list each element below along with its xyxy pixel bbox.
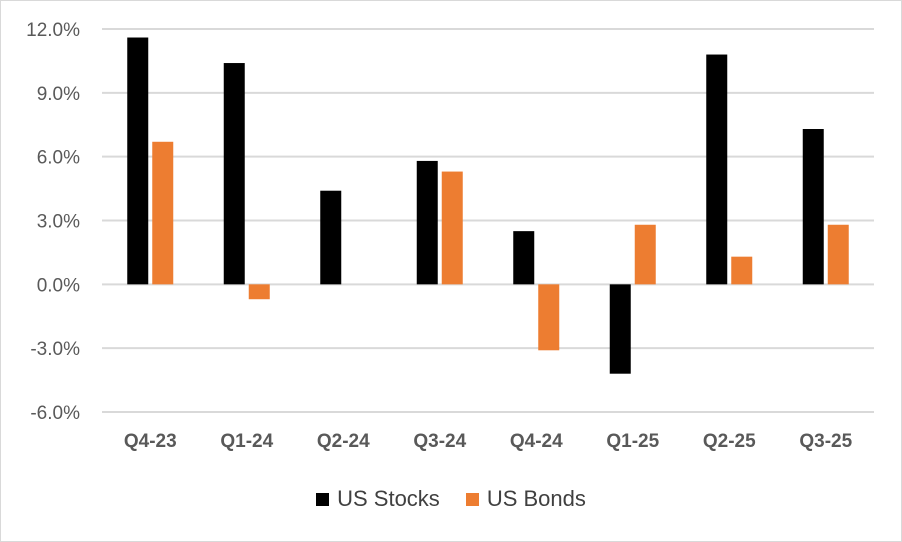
x-tick-label: Q1-24 (220, 431, 273, 452)
bar-bonds (827, 224, 849, 285)
legend: US Stocks US Bonds (0, 486, 902, 512)
x-tick-label: Q4-23 (124, 431, 177, 452)
bar-bonds (441, 171, 463, 285)
bar-stocks (223, 63, 245, 285)
bar-stocks (127, 37, 149, 285)
bar-stocks (706, 54, 728, 285)
bar-stocks (802, 129, 824, 285)
legend-item-stocks: US Stocks (316, 486, 440, 512)
x-tick-label: Q4-24 (510, 431, 563, 452)
y-tick-label: -3.0% (30, 339, 80, 360)
bar-stocks (513, 231, 535, 285)
y-tick-label: 12.0% (26, 20, 80, 41)
y-tick-label: 9.0% (37, 84, 80, 105)
x-tick-label: Q3-24 (413, 431, 466, 452)
y-tick-label: 3.0% (37, 212, 80, 233)
bar-bonds (248, 284, 270, 300)
bar-stocks (609, 284, 631, 374)
y-tick-label: 0.0% (37, 275, 80, 296)
y-tick-label: -6.0% (30, 403, 80, 424)
bar-stocks (416, 160, 438, 285)
legend-label-bonds: US Bonds (486, 486, 586, 511)
legend-swatch-bonds (465, 492, 479, 506)
x-tick-label: Q3-25 (799, 431, 852, 452)
y-tick-label: 6.0% (37, 148, 80, 169)
bar-chart: 12.0% 9.0% 6.0% 3.0% 0.0% -3.0% -6.0% Q4-23 Q1-2… (26, 20, 874, 452)
bar-bonds (634, 224, 656, 285)
legend-label-stocks: US Stocks (337, 486, 440, 511)
bar-bonds (152, 141, 174, 285)
bar-stocks (320, 190, 342, 285)
x-tick-label: Q2-24 (317, 431, 370, 452)
bar-bonds (538, 284, 560, 351)
bar-bonds (731, 256, 753, 285)
x-tick-label: Q2-25 (703, 431, 756, 452)
legend-item-bonds: US Bonds (465, 486, 586, 512)
legend-swatch-stocks (316, 492, 330, 506)
x-tick-label: Q1-25 (606, 431, 659, 452)
